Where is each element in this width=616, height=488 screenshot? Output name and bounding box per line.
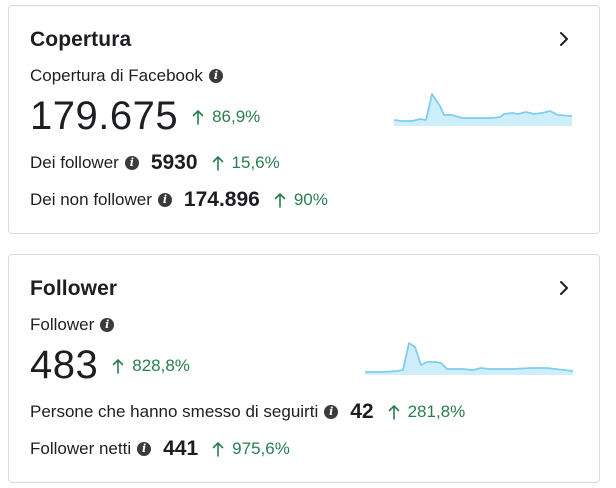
info-icon[interactable]: i [124,156,139,170]
reach-non-followers-label: Dei non follower [30,190,152,209]
arrow-up-icon [212,442,224,457]
reach-main-label-row: Copertura di Facebook i [30,66,223,86]
followers-main-delta: 828,8% [112,356,190,376]
arrow-up-icon [212,156,223,171]
reach-main-value-row: 179.675 86,9% [30,94,260,139]
unfollows-delta: 281,8% [388,402,466,422]
chevron-right-icon[interactable] [555,28,573,50]
arrow-up-icon [192,109,204,125]
arrow-up-icon [388,405,399,420]
followers-card-title: Follower [30,277,118,300]
followers-sparkline [365,342,574,375]
reach-non-followers-delta-value: 90% [293,190,328,209]
followers-card: Follower Follower i 483 828,8% Persone c… [8,254,600,483]
arrow-up-icon [274,193,286,208]
reach-followers-delta-value: 15,6% [231,153,280,172]
reach-main-value: 179.675 [30,94,179,138]
unfollows-row: Persone che hanno smesso di seguirti i 4… [30,400,465,424]
reach-followers-delta: 15,6% [212,153,280,173]
followers-main-delta-value: 828,8% [132,355,190,375]
net-followers-delta: 975,6% [212,439,290,459]
info-icon[interactable]: i [208,69,223,83]
reach-main-delta-value: 86,9% [212,106,261,126]
info-icon[interactable]: i [100,318,115,332]
info-icon[interactable]: i [157,193,172,207]
net-followers-label: Follower netti [30,439,132,458]
chevron-right-icon[interactable] [555,277,573,299]
net-followers-delta-value: 975,6% [232,439,290,458]
arrow-up-icon [112,358,124,374]
followers-main-value-row: 483 828,8% [30,343,190,388]
info-icon[interactable]: i [324,405,339,419]
unfollows-value: 42 [350,400,374,423]
reach-followers-row: Dei follower i 5930 15,6% [30,151,280,175]
reach-followers-value: 5930 [150,151,198,174]
reach-main-label: Copertura di Facebook [30,66,203,85]
reach-followers-label: Dei follower [30,153,119,172]
reach-sparkline [393,93,573,126]
net-followers-value: 441 [163,437,199,460]
reach-card-title: Copertura [30,28,132,51]
reach-main-delta: 86,9% [192,107,260,127]
reach-non-followers-value: 174.896 [183,188,260,211]
reach-non-followers-delta: 90% [274,190,328,210]
reach-card: Copertura Copertura di Facebook i 179.67… [8,5,600,234]
reach-non-followers-row: Dei non follower i 174.896 90% [30,188,328,212]
info-icon[interactable]: i [137,442,152,456]
net-followers-row: Follower netti i 441 975,6% [30,437,290,461]
followers-main-value: 483 [30,343,99,387]
unfollows-delta-value: 281,8% [407,402,466,421]
unfollows-label: Persone che hanno smesso di seguirti [30,402,319,421]
followers-main-label: Follower [30,315,95,334]
followers-main-label-row: Follower i [30,315,115,335]
